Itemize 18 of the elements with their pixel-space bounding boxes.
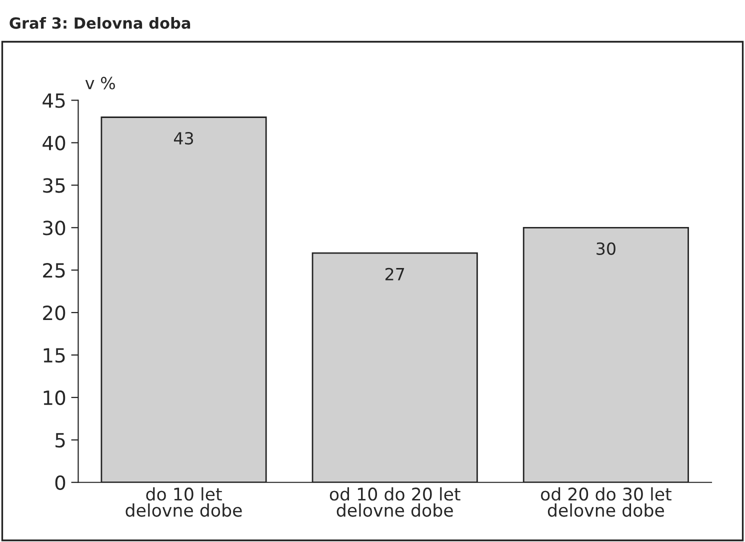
y-tick-label: 30 xyxy=(43,220,66,236)
y-tick-label: 35 xyxy=(43,178,65,193)
y-tick-label: 40 xyxy=(42,136,66,150)
y-tick-label: 0 xyxy=(55,475,66,490)
y-tick-label: 15 xyxy=(44,348,65,363)
data-label: 30 xyxy=(596,242,616,255)
y-tick-label: 10 xyxy=(44,390,66,406)
data-label: 27 xyxy=(385,268,404,280)
y-tick-label: 5 xyxy=(56,433,65,448)
y-axis-title: v % xyxy=(85,76,115,90)
y-tick-label: 25 xyxy=(43,263,65,278)
y-tick-label: 20 xyxy=(43,306,66,320)
data-label: 43 xyxy=(174,132,194,145)
chart-title: Graf 3: Delovna doba xyxy=(10,16,190,29)
x-tick-label: od 10 do 20 let delovne dobe xyxy=(330,487,460,517)
y-tick-label: 45 xyxy=(42,93,65,108)
x-tick-label: od 20 do 30 let delovne dobe xyxy=(540,487,672,517)
x-tick-label: do 10 let delovne dobe xyxy=(126,487,242,517)
